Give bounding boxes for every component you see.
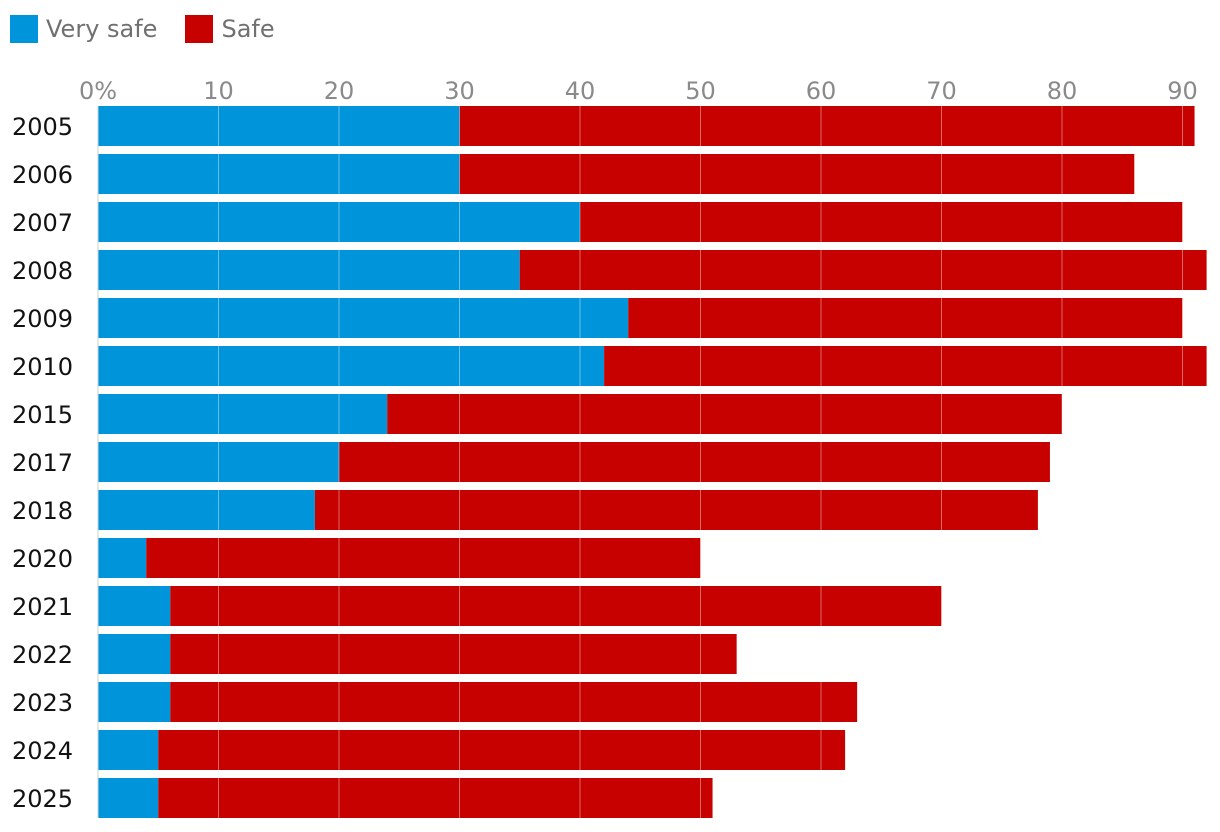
- bar-very-safe-2005: [98, 106, 460, 146]
- bar-safe-2018: [314, 490, 1038, 530]
- x-tick-label: 40: [565, 77, 596, 105]
- y-tick-label: 2018: [12, 497, 73, 525]
- bar-safe-2025: [158, 778, 713, 818]
- bar-very-safe-2022: [98, 634, 171, 674]
- bar-very-safe-2020: [98, 538, 147, 578]
- y-tick-label: 2022: [12, 641, 73, 669]
- y-tick-label: 2023: [12, 689, 73, 717]
- legend-item-very-safe: Very safe: [10, 15, 157, 43]
- bar-very-safe-2024: [98, 730, 159, 770]
- x-tick-label: 20: [324, 77, 355, 105]
- bar-safe-2021: [170, 586, 942, 626]
- x-tick-label: 90: [1167, 77, 1198, 105]
- x-tick-label: 30: [444, 77, 475, 105]
- legend-swatch-safe: [185, 15, 214, 43]
- y-tick-label: 2015: [12, 401, 73, 429]
- bar-safe-2024: [158, 730, 846, 770]
- y-tick-label: 2008: [12, 257, 73, 285]
- bar-very-safe-2023: [98, 682, 171, 722]
- legend-label-safe: Safe: [221, 15, 275, 43]
- bar-safe-2010: [604, 346, 1207, 386]
- bar-safe-2008: [519, 250, 1207, 290]
- bar-very-safe-2018: [98, 490, 315, 530]
- x-tick-label: 60: [806, 77, 837, 105]
- y-tick-label: 2010: [12, 353, 73, 381]
- bar-safe-2005: [459, 106, 1195, 146]
- x-tick-label: 80: [1047, 77, 1078, 105]
- y-tick-label: 2020: [12, 545, 73, 573]
- y-tick-label: 2017: [12, 449, 73, 477]
- x-tick-label: 50: [685, 77, 716, 105]
- bar-very-safe-2006: [98, 154, 460, 194]
- y-tick-label: 2007: [12, 209, 73, 237]
- bar-very-safe-2010: [98, 346, 605, 386]
- bar-very-safe-2015: [98, 394, 388, 434]
- x-tick-label: 70: [926, 77, 957, 105]
- bar-very-safe-2021: [98, 586, 171, 626]
- x-tick-label: 10: [203, 77, 234, 105]
- y-tick-label: 2025: [12, 785, 73, 813]
- chart-legend: Very safe Safe: [10, 12, 303, 46]
- bar-safe-2022: [170, 634, 737, 674]
- bar-very-safe-2025: [98, 778, 159, 818]
- y-tick-label: 2005: [12, 113, 73, 141]
- bar-safe-2020: [146, 538, 701, 578]
- bar-safe-2009: [628, 298, 1183, 338]
- bar-very-safe-2007: [98, 202, 580, 242]
- legend-item-safe: Safe: [185, 15, 275, 43]
- legend-label-very-safe: Very safe: [46, 15, 158, 43]
- y-tick-label: 2009: [12, 305, 73, 333]
- bar-very-safe-2017: [98, 442, 339, 482]
- bar-very-safe-2009: [98, 298, 629, 338]
- y-tick-label: 2006: [12, 161, 73, 189]
- bar-safe-2007: [580, 202, 1183, 242]
- bar-safe-2006: [459, 154, 1135, 194]
- y-tick-label: 2024: [12, 737, 73, 765]
- bar-safe-2023: [170, 682, 858, 722]
- y-tick-label: 2021: [12, 593, 73, 621]
- bar-safe-2017: [339, 442, 1050, 482]
- bar-very-safe-2008: [98, 250, 520, 290]
- bar-safe-2015: [387, 394, 1062, 434]
- x-tick-label: 0%: [79, 77, 117, 105]
- legend-swatch-very-safe: [10, 15, 38, 43]
